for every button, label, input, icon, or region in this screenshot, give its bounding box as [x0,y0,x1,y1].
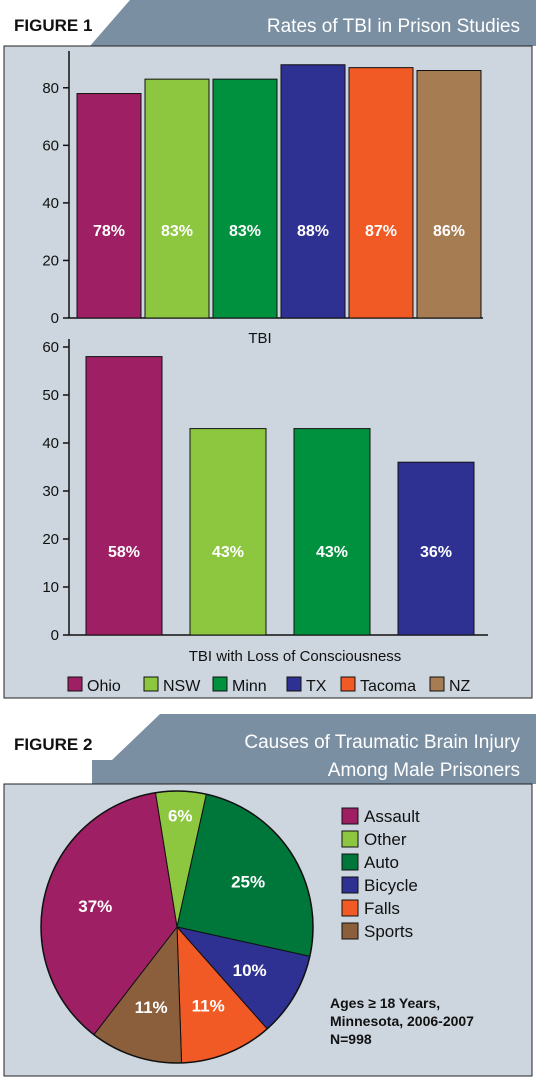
bar-value-label: 36% [420,544,452,561]
y-tick-label: 0 [51,310,59,327]
y-tick-label: 80 [42,80,59,97]
bar-value-label: 43% [212,544,244,561]
pie-label-other: 6% [168,807,193,826]
bar-tacoma [348,67,414,319]
bar-nz [416,70,482,319]
bar-minn [212,78,278,319]
legend-swatch-tx [286,676,302,692]
bar-value-label: 78% [93,223,125,240]
note-line-2: Minnesota, 2006-2007 [330,1013,474,1029]
figure-2-svg: FIGURE 2 Causes of Traumatic Brain Injur… [0,714,536,1080]
figure-2: FIGURE 2 Causes of Traumatic Brain Injur… [0,714,536,1080]
legend-swatch-other [341,830,359,848]
bar-value-label: 43% [316,544,348,561]
legend-label-bicycle: Bicycle [364,876,418,895]
note-line-3: N=998 [330,1031,372,1047]
legend-swatch-bicycle [341,876,359,894]
x-axis-label: TBI with Loss of Consciousness [189,648,402,665]
legend-swatch-minn [212,676,228,692]
pie-label-falls: 11% [192,996,225,1015]
note-line-1: Ages ≥ 18 Years, [330,995,440,1011]
bar-nsw [189,428,267,636]
legend-label-sports: Sports [364,922,413,941]
y-tick-label: 10 [42,579,59,596]
figure-2-title-line-2: Among Male Prisoners [328,760,520,781]
legend-swatch-auto [341,853,359,871]
bar-minn [293,428,371,636]
bar-value-label: 86% [433,223,465,240]
pie-label-sports: 11% [135,998,168,1017]
figure-2-label: FIGURE 2 [14,735,92,754]
y-tick-label: 40 [42,195,59,212]
bar-value-label: 83% [161,223,193,240]
legend-label-nsw: NSW [163,678,201,695]
legend-label-nz: NZ [449,678,471,695]
y-tick-label: 20 [42,531,59,548]
legend-label-tacoma: Tacoma [360,678,416,695]
legend-label-auto: Auto [364,853,399,872]
legend-label-minn: Minn [232,678,267,695]
legend-swatch-tacoma [340,676,356,692]
bar-nsw [144,78,210,319]
figure-1-banner [90,0,536,46]
figure-1-legend: Ohio NSW Minn TX Tacoma NZ [67,676,471,695]
figure-1-title: Rates of TBI in Prison Studies [267,16,520,37]
y-tick-label: 20 [42,252,59,269]
figure-2-title-line-1: Causes of Traumatic Brain Injury [244,732,520,753]
legend-label-assault: Assault [364,807,420,826]
legend-label-other: Other [364,830,407,849]
y-tick-label: 60 [42,339,59,356]
legend-swatch-sports [341,922,359,940]
bar-ohio [76,93,142,319]
bar-tx [397,461,475,636]
legend-swatch-nz [429,676,445,692]
legend-label-falls: Falls [364,899,400,918]
legend-label-ohio: Ohio [87,678,121,695]
bar-value-label: 88% [297,223,329,240]
bar-value-label: 58% [108,544,140,561]
legend-label-tx: TX [306,678,327,695]
tbi-loc-bar-chart: 0 10 20 30 40 50 60 58% 43% 43% 36% TBI with Loss o… [42,339,488,665]
tbi-causes-pie-chart: 6% 25% 10% 11% 11% 37% [40,790,314,1064]
bar-tx [280,64,346,319]
tbi-bar-chart: 0 20 40 60 80 78% 83% 83% 88% 87% 86% TBI [42,51,483,347]
pie-label-auto: 25% [231,873,265,892]
y-tick-label: 0 [51,627,59,644]
bar-value-label: 87% [365,223,397,240]
figure-1-label: FIGURE 1 [14,16,92,35]
y-tick-label: 50 [42,387,59,404]
bar-value-label: 83% [229,223,261,240]
y-tick-label: 40 [42,435,59,452]
y-tick-label: 30 [42,483,59,500]
legend-swatch-falls [341,899,359,917]
legend-swatch-assault [341,807,359,825]
pie-outline [40,790,314,1064]
figure-1-svg: FIGURE 1 Rates of TBI in Prison Studies … [3,0,536,699]
figure-2-banner [92,714,536,784]
figure-1: FIGURE 1 Rates of TBI in Prison Studies … [3,0,536,699]
legend-swatch-ohio [67,676,83,692]
y-tick-label: 60 [42,137,59,154]
bar-ohio [85,356,163,636]
figure-2-legend: Assault Other Auto Bicycle Falls Sports [341,807,420,941]
legend-swatch-nsw [143,676,159,692]
x-axis-label: TBI [248,330,271,347]
pie-label-assault: 37% [78,897,112,916]
pie-label-bicycle: 10% [233,961,267,980]
